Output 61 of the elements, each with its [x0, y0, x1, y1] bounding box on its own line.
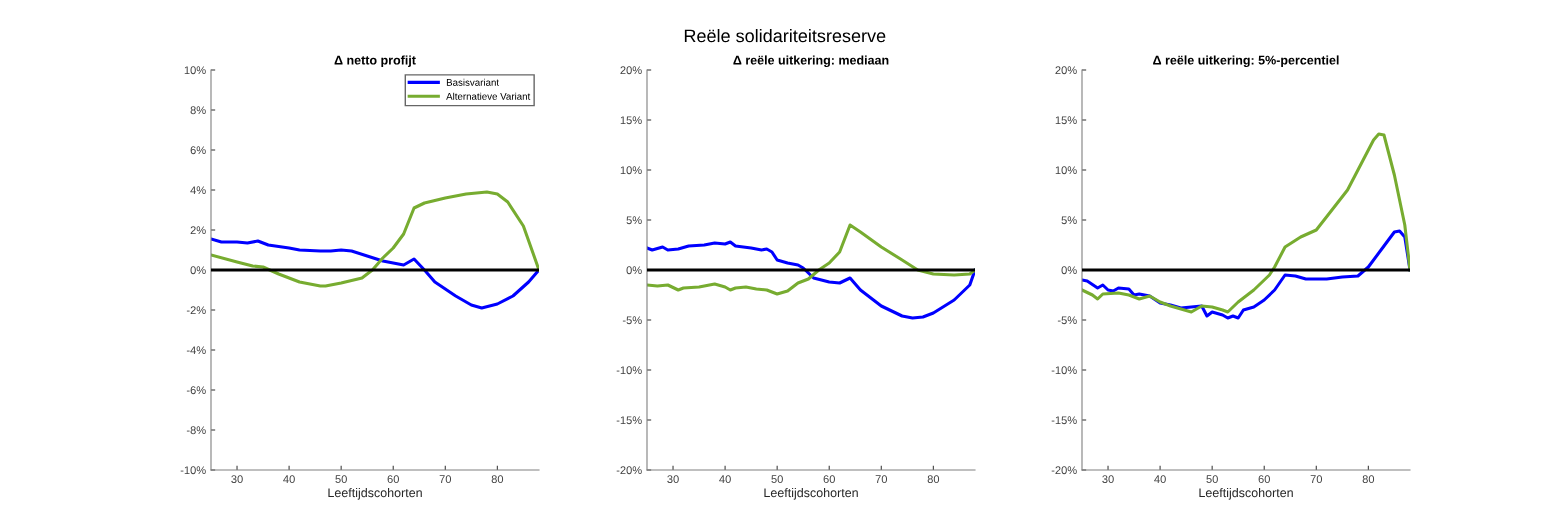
line-series [211, 237, 539, 310]
line-series [647, 223, 975, 296]
x-tick-label: 60 [1258, 475, 1270, 484]
line-series [211, 190, 539, 288]
line-series [647, 240, 975, 320]
y-tick-label: -15% [616, 416, 642, 425]
x-tick-label: 60 [387, 475, 399, 484]
y-tick-label: 15% [1055, 116, 1077, 125]
x-tick-label: 40 [1154, 475, 1166, 484]
y-tick-label: 5% [1061, 216, 1077, 225]
x-tick-label: 30 [667, 475, 679, 484]
x-tick-label: 30 [1102, 475, 1114, 484]
chart-subtitle: Δ netto profijt [334, 55, 416, 68]
y-tick-label: -10% [616, 366, 642, 375]
y-tick-label: 10% [184, 66, 206, 75]
y-tick-label: 0% [190, 266, 206, 275]
line-series [1082, 132, 1410, 314]
y-tick-label: 10% [620, 166, 642, 175]
x-tick-label: 60 [823, 475, 835, 484]
y-tick-label: 0% [626, 266, 642, 275]
x-axis-title: Leeftijdscohorten [764, 488, 858, 500]
y-tick-label: -10% [180, 466, 206, 475]
chart-subtitle: Δ reële uitkering: mediaan [733, 55, 889, 68]
y-tick-label: -6% [186, 386, 206, 395]
y-tick-label: 20% [620, 66, 642, 75]
y-tick-label: 4% [190, 186, 206, 195]
x-tick-label: 70 [439, 475, 452, 484]
y-tick-label: -20% [1051, 466, 1077, 475]
x-axis-title: Leeftijdscohorten [328, 488, 422, 500]
x-tick-label: 70 [875, 475, 888, 484]
legend-label: Alternatieve Variant [446, 92, 531, 100]
y-tick-label: 15% [620, 116, 642, 125]
y-tick-label: -5% [1057, 316, 1077, 325]
legend-label: Basisvariant [446, 78, 500, 86]
x-tick-label: 80 [491, 475, 504, 484]
y-tick-label: 5% [626, 216, 642, 225]
y-tick-label: -20% [616, 466, 642, 475]
y-tick-label: -2% [186, 306, 206, 315]
chart-title: Reële solidariteitsreserve [684, 29, 886, 43]
chart-subtitle: Δ reële uitkering: 5%-percentiel [1153, 55, 1339, 68]
x-tick-label: 30 [231, 475, 243, 484]
y-tick-label: -8% [186, 426, 206, 435]
y-tick-label: -5% [622, 316, 642, 325]
x-tick-label: 80 [1362, 475, 1375, 484]
y-tick-label: 20% [1055, 66, 1077, 75]
x-tick-label: 80 [927, 475, 940, 484]
y-tick-label: -4% [186, 346, 206, 355]
y-tick-label: -15% [1051, 416, 1077, 425]
y-tick-label: 6% [190, 146, 206, 155]
x-tick-label: 50 [335, 475, 347, 484]
y-tick-label: -10% [1051, 366, 1077, 375]
x-tick-label: 70 [1310, 475, 1323, 484]
y-tick-label: 10% [1055, 166, 1077, 175]
x-tick-label: 40 [719, 475, 731, 484]
y-tick-label: 0% [1061, 266, 1077, 275]
x-tick-label: 50 [771, 475, 783, 484]
x-axis-title: Leeftijdscohorten [1199, 488, 1293, 500]
y-tick-label: 2% [190, 226, 206, 235]
y-tick-label: 8% [190, 106, 206, 115]
x-tick-label: 40 [283, 475, 295, 484]
x-tick-label: 50 [1206, 475, 1218, 484]
